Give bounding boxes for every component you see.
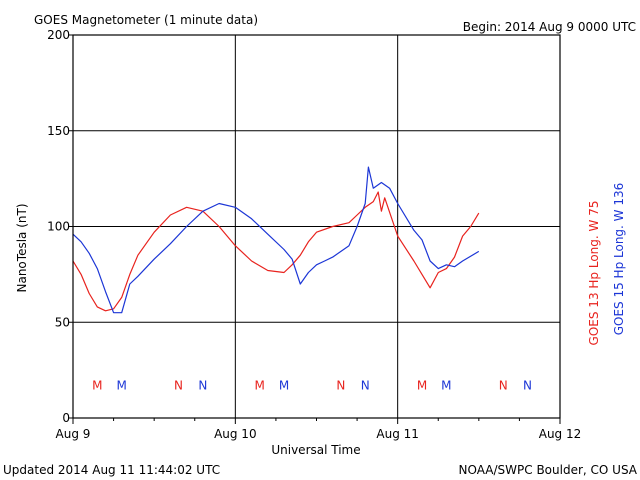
y-tick-label: 50 (55, 315, 70, 329)
begin-label: Begin: 2014 Aug 9 0000 UTC (463, 20, 636, 34)
event-marker-m: M (117, 378, 127, 392)
footer-updated: Updated 2014 Aug 11 11:44:02 UTC (3, 463, 220, 477)
series-line-goes15 (72, 166, 480, 314)
y-tick-label: 100 (47, 220, 70, 234)
event-marker-m: M (255, 378, 265, 392)
plot-frame (72, 34, 561, 419)
legend-goes13: GOES 13 Hp Long. W 75 (587, 201, 601, 346)
event-marker-m: M (92, 378, 102, 392)
event-marker-m: M (441, 378, 451, 392)
axes: 0 50 100 150 200 Aug 9 Aug 10 Aug 11 Aug 12 (47, 28, 581, 441)
x-tick-label: Aug 11 (376, 427, 419, 441)
y-tick-label: 0 (62, 411, 70, 425)
event-marker-n: N (198, 378, 207, 392)
x-tick-label: Aug 12 (539, 427, 582, 441)
x-tick-label: Aug 10 (214, 427, 257, 441)
series-line-goes13 (72, 191, 480, 312)
event-marker-m: M (279, 378, 289, 392)
series-lines (72, 166, 480, 314)
y-axis-label: NanoTesla (nT) (15, 203, 29, 292)
x-tick-label: Aug 9 (56, 427, 91, 441)
footer-source: NOAA/SWPC Boulder, CO USA (459, 463, 638, 477)
event-marker-n: N (174, 378, 183, 392)
grid (73, 35, 560, 418)
y-tick-label: 200 (47, 28, 70, 42)
x-axis-label: Universal Time (271, 443, 360, 457)
event-marker-n: N (523, 378, 532, 392)
event-marker-m: M (417, 378, 427, 392)
chart-title: GOES Magnetometer (1 minute data) (34, 13, 258, 27)
y-tick-label: 150 (47, 124, 70, 138)
legend-goes15: GOES 15 Hp Long. W 136 (612, 183, 626, 336)
event-marker-n: N (361, 378, 370, 392)
event-marker-n: N (499, 378, 508, 392)
event-marker-n: N (336, 378, 345, 392)
